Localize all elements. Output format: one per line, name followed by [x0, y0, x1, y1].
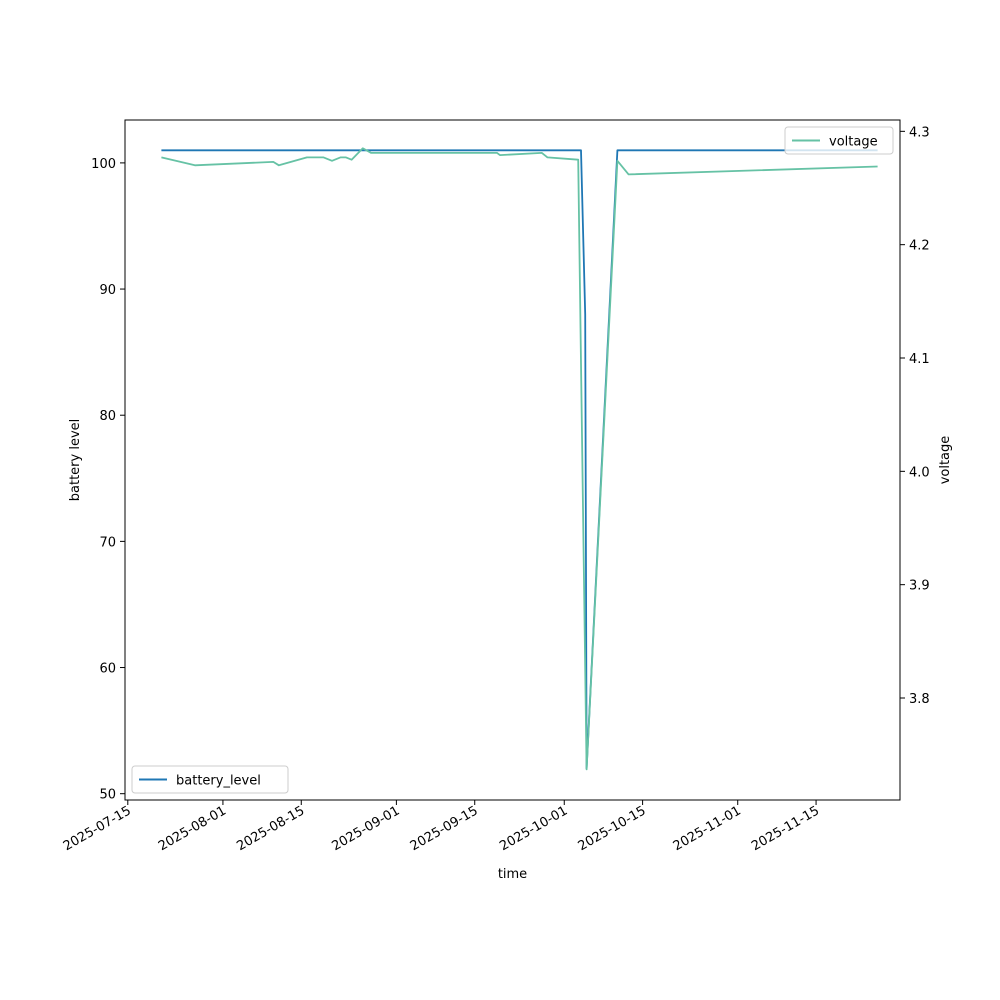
series-line-voltage [161, 147, 878, 771]
legend-box [784, 126, 894, 155]
y-tick-label-right: 3.9 [909, 579, 930, 594]
legend-label: battery_level [176, 774, 261, 789]
legend-battery-level: battery_level [131, 765, 289, 794]
y-tick-label-right: 3.8 [909, 692, 930, 707]
legend-box [131, 765, 289, 794]
y-axis-right: 3.8 3.9 4.0 4.1 4.2 4.3 [900, 125, 930, 707]
series-line-battery-level [161, 149, 878, 770]
series-lines [161, 147, 878, 771]
y-tick-label-left: 80 [99, 409, 116, 424]
y-tick-label-left: 100 [91, 157, 116, 172]
y-tick-label-left: 50 [99, 788, 116, 803]
y-tick-label-left: 70 [99, 535, 116, 550]
y-tick-label-right: 4.3 [909, 125, 930, 140]
y-tick-label-left: 90 [99, 283, 116, 298]
y-axis-label-right: voltage [938, 436, 953, 485]
legend-label: voltage [829, 135, 878, 150]
legends: battery_level voltage [131, 126, 894, 794]
y-axis-label-left: battery level [68, 419, 83, 502]
y-tick-label-right: 4.0 [909, 465, 930, 480]
x-axis-label: time [498, 867, 527, 882]
y-tick-label-right: 4.1 [909, 352, 930, 367]
y-axis-left: 50 60 70 80 90 100 [91, 157, 125, 803]
y-tick-label-right: 4.2 [909, 239, 930, 254]
plot-frame [124, 119, 901, 801]
y-tick-label-left: 60 [99, 662, 116, 677]
legend-voltage: voltage [784, 126, 894, 155]
